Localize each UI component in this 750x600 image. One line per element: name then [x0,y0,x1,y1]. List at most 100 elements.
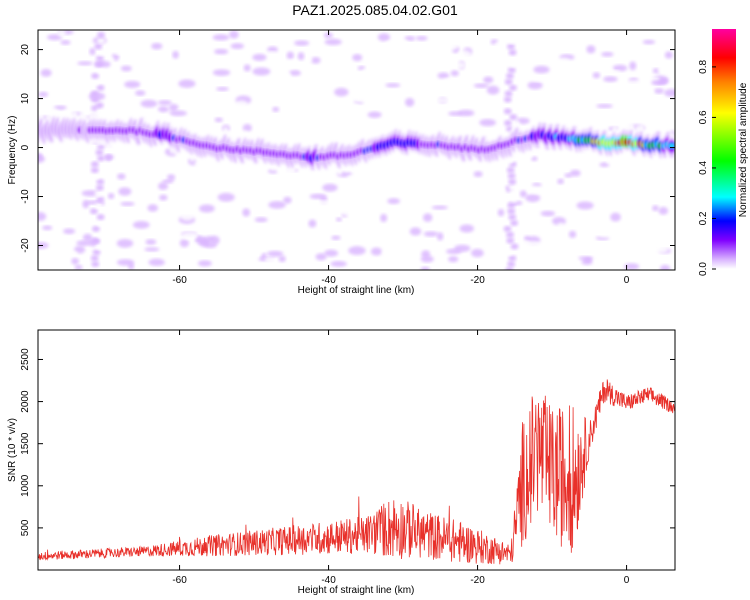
spectrogram-speckle [457,109,475,117]
spectrogram-stripe-cell [509,61,518,68]
spectrogram-stripe-cell [91,237,100,244]
colorbar: 0.0 0.2 0.4 0.6 0.8 Normalized spectral ampl… [698,29,749,276]
spectrogram-speckle [642,39,656,45]
spectrogram-stripe-cell [507,172,516,179]
spectrogram-stripe-cell [503,96,512,103]
spectrogram-speckle [492,175,501,183]
spectrogram-stripe-cell [89,208,98,215]
spectrogram-stripe-cell [91,261,100,268]
spectrogram-speckle [324,249,339,257]
spectrogram-speckle [527,81,543,90]
spectrogram-speckle [403,202,415,211]
spectrogram-stripe-cell [507,208,516,215]
spectrogram-speckle [658,206,669,215]
spectrogram-speckle [372,177,380,183]
spectrogram-speckle [420,255,434,263]
snr-y-tick-label: 1000 [20,474,31,497]
spectrogram-speckle [342,36,355,46]
spectrogram-speckle [228,222,241,228]
snr-y-label: SNR (10 * v/v) [7,418,18,482]
snr-y-ticks: 500 1000 1500 2000 2500 [20,348,675,536]
spectrogram-stripe-cell [505,249,514,256]
spectrogram-speckle [557,178,564,185]
spectrogram-speckle [181,74,194,79]
spectrogram-speckle [603,76,618,83]
spectrogram-speckle [197,260,212,267]
spectrogram-speckle [145,239,157,245]
spectrogram-speckle [409,81,419,86]
spectrogram-speckle [446,36,458,42]
spectrogram-speckle [38,91,49,98]
spectrogram-stripe-cell [506,43,515,50]
spectrogram-speckle [346,174,359,182]
spectrogram-stripe-cell [505,267,514,270]
spectrogram-speckle [629,61,637,71]
spectrogram-x-label: Height of straight line (km) [298,285,415,296]
spectrogram-speckle [534,103,547,109]
spectrogram-stripe-cell [96,84,105,91]
spectrogram-speckle [118,187,132,196]
spectrogram-speckle [259,177,270,182]
spectrogram-speckle [148,258,165,267]
spectrogram-stripe-cell [96,267,105,270]
spectrogram-speckle [46,190,63,196]
spectrogram-speckle [561,36,570,43]
spectrogram-speckle [584,257,592,263]
spectrogram-speckle [373,64,389,69]
spectrogram-stripe-cell [97,155,106,162]
spectrogram-speckle [558,47,566,55]
snr-panel: -60 -40 -20 0 500 1000 1500 2000 2500 Height of… [7,329,676,596]
spectrogram-speckle [420,266,430,270]
colorbar-tick-label: 0.2 [698,211,709,225]
spectrogram-speckle [192,179,203,185]
spectrogram-speckle [324,38,342,46]
spectrogram-speckle [357,65,366,71]
spectrogram-speckle [301,245,313,252]
spectrogram-speckle [432,256,440,264]
spectrogram-speckle [344,220,359,229]
spectrogram-speckle [134,90,146,96]
spectrogram-speckle [89,47,96,56]
spectrogram-speckle [483,76,494,84]
spectrogram-speckle [159,62,169,68]
spectrogram-speckle [597,229,613,238]
spectrogram-speckle [619,246,637,256]
spectrogram-speckle [352,103,361,109]
spectrogram-speckle [559,248,574,255]
spectrogram-stripe-cell [97,31,106,38]
spectrogram-speckle [203,242,217,249]
spectrogram-speckle [414,113,423,119]
spectrogram-speckle [294,40,310,46]
spectrogram-speckle [521,213,529,219]
spectrogram-speckle [531,156,538,162]
spectrogram-speckle [473,171,483,178]
spectrogram-speckle [557,222,565,231]
spectrogram-speckle [157,100,172,106]
spectrogram-speckle [423,231,439,237]
spectrogram-speckle [404,36,416,41]
spectrogram-speckle [42,225,53,231]
spectrogram-speckle [151,42,163,50]
spectrogram-speckle [58,30,66,37]
spectrogram-cells [38,30,675,270]
snr-x-tick-label: 0 [624,575,630,586]
spectrogram-speckle [283,72,291,81]
spectrogram-stripe-cell [508,184,517,191]
spectrogram-speckle [546,162,561,168]
spectrogram-speckle [612,64,628,72]
spectrogram-stripe-cell [96,231,105,238]
spectrogram-stripe-cell [90,255,99,262]
colorbar-ticks: 0.0 0.2 0.4 0.6 0.8 [698,60,716,276]
snr-y-tick-label: 2000 [20,390,31,413]
spectrogram-speckle [331,235,341,240]
spectrogram-stripe-cell [96,178,105,185]
spectrogram-stripe-cell [95,184,104,191]
spectrogram-speckle [161,225,173,231]
spectrogram-speckle [445,196,454,203]
spectrogram-speckle [235,100,248,109]
spectrogram-speckle [409,227,422,236]
spectrogram-speckle [610,212,621,222]
spectrogram-speckle [231,176,243,181]
spectrogram-stripe-cell [91,96,100,103]
